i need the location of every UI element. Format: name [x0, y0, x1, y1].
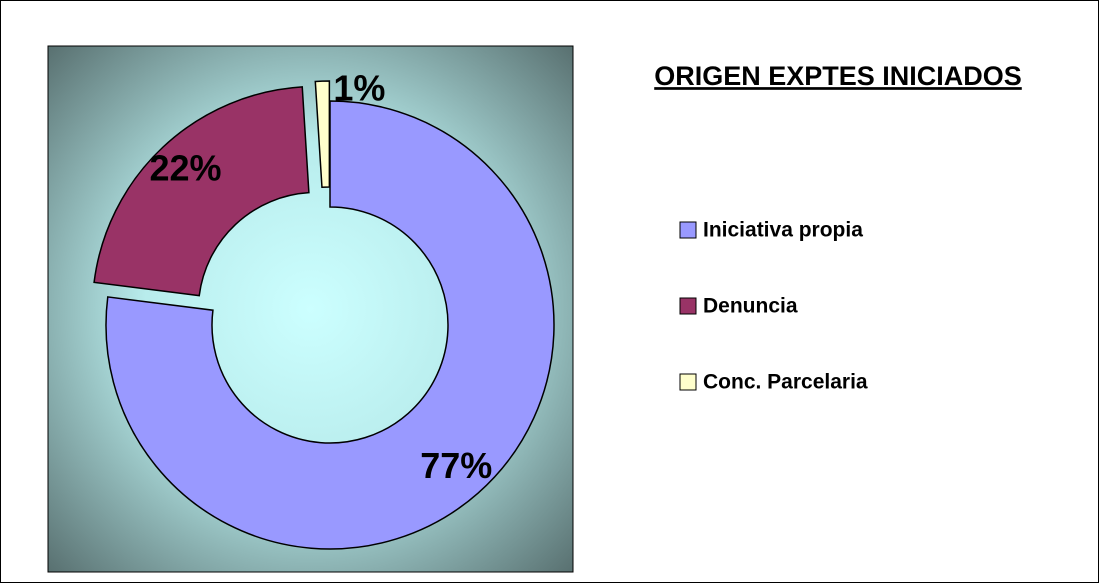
donut-slice — [93, 86, 310, 297]
donut-slice — [314, 80, 331, 189]
donut-slice — [105, 100, 555, 550]
data-label: 1% — [333, 68, 385, 109]
chart-title: ORIGEN EXPTES INICIADOS — [654, 61, 1022, 91]
legend-swatch — [679, 373, 697, 391]
legend-label: Iniciativa propia — [703, 219, 863, 242]
legend-swatch — [679, 221, 697, 239]
legend-swatch — [679, 297, 697, 315]
data-label: 22% — [150, 148, 222, 189]
legend-label: Denuncia — [703, 295, 798, 318]
data-label: 77% — [420, 445, 492, 486]
legend-label: Conc. Parcelaria — [703, 371, 868, 394]
